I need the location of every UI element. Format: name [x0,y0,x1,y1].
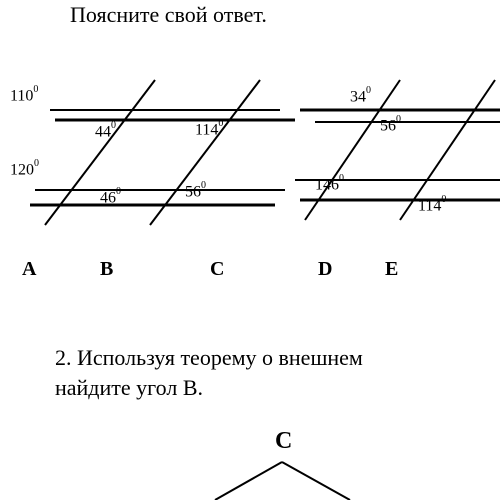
angle-114-right: 1140 [418,196,446,215]
question2-line2: найдите угол В. [55,375,203,401]
triangle-label-c: С [275,428,292,455]
top-cropped-text: Поясните свой ответ. [70,2,267,28]
angle-146: 1460 [315,175,344,194]
option-d: D [318,258,332,281]
question2-line1: 2. Используя теорему о внешнем [55,345,363,371]
angle-44: 440 [95,122,116,141]
angle-56-right: 560 [380,116,401,135]
angle-120: 1200 [10,160,39,179]
angle-46: 460 [100,188,121,207]
option-c: С [210,258,224,281]
option-b: В [100,258,113,281]
angle-114: 1140 [195,120,223,139]
angle-56-left: 560 [185,182,206,201]
option-e: Е [385,258,398,281]
angle-34: 340 [350,87,371,106]
angle-110: 1100 [10,86,38,105]
geometry-diagram: 1100 440 1140 1200 460 560 340 560 1460 … [0,60,500,260]
option-a: А [22,258,36,281]
